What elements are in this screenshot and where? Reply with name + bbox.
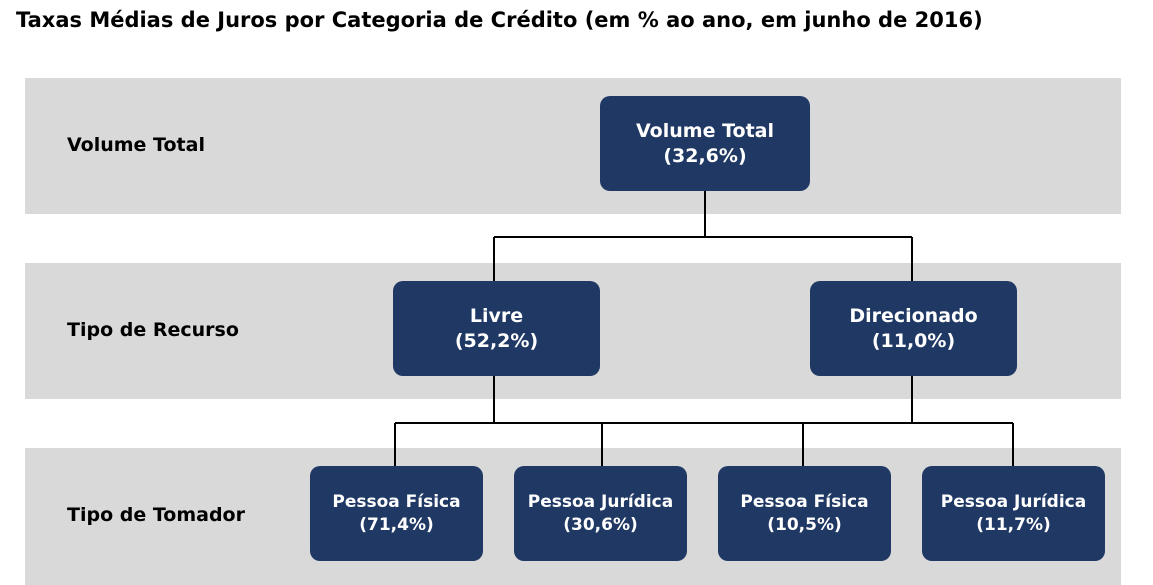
- node-label: Pessoa Física: [740, 492, 869, 513]
- node: Direcionado (11,0%): [810, 281, 1017, 376]
- band: [25, 78, 1121, 214]
- node: Pessoa Jurídica (30,6%): [514, 466, 687, 561]
- node-value: (32,6%): [663, 144, 747, 167]
- title: Taxas Médias de Juros por Categoria de C…: [16, 8, 983, 32]
- node-value: (11,0%): [871, 329, 956, 352]
- node: Volume Total (32,6%): [600, 96, 810, 191]
- node-label: Livre: [469, 304, 524, 327]
- node: Pessoa Jurídica (11,7%): [922, 466, 1105, 561]
- node: Pessoa Física (10,5%): [718, 466, 891, 561]
- node-value: (10,5%): [767, 514, 842, 535]
- node-label: Pessoa Física: [332, 492, 461, 513]
- node: Pessoa Física (71,4%): [310, 466, 483, 561]
- node-value: (52,2%): [454, 329, 539, 352]
- node-value: (11,7%): [976, 514, 1051, 535]
- node-value: (30,6%): [563, 514, 638, 535]
- node-label: Pessoa Jurídica: [940, 492, 1087, 513]
- node-label: Pessoa Jurídica: [527, 492, 674, 513]
- node-label: Volume Total: [636, 119, 774, 142]
- row-label: Tipo de Tomador: [67, 504, 245, 526]
- node-label: Direcionado: [849, 304, 978, 327]
- row-label: Volume Total: [67, 134, 205, 156]
- row-label: Tipo de Recurso: [67, 319, 239, 341]
- node-value: (71,4%): [359, 514, 434, 535]
- node: Livre (52,2%): [393, 281, 600, 376]
